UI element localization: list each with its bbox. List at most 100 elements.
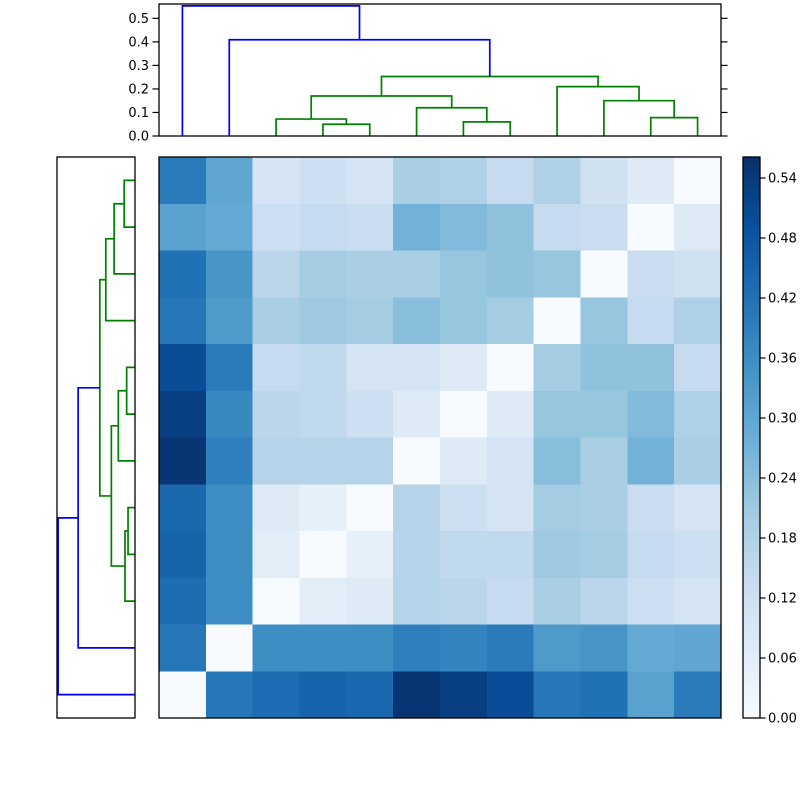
heatmap-cell — [393, 344, 441, 392]
heatmap-cell — [252, 157, 301, 205]
heatmap-cell — [674, 437, 722, 485]
heatmap-cell — [346, 203, 394, 252]
heatmap-cell — [299, 297, 347, 345]
heatmap-cell — [299, 390, 347, 439]
heatmap-cell — [580, 203, 628, 252]
row-dendrogram-link — [104, 237, 135, 322]
colorbar-tick-label: 0.36 — [768, 352, 797, 367]
dendrogram-axis-tick-label: 0.0 — [128, 130, 149, 145]
colorbar-tick-label: 0.48 — [768, 232, 797, 247]
heatmap-cell — [486, 577, 535, 626]
heatmap-cell — [627, 484, 675, 532]
column-dendrogram-link — [603, 99, 676, 136]
heatmap-cell — [299, 344, 347, 392]
heatmap-cell — [627, 344, 675, 392]
heatmap-cell — [393, 577, 441, 626]
heatmap-cell — [252, 297, 301, 345]
heatmap-cell — [299, 250, 347, 298]
column-dendrogram-link — [275, 118, 348, 136]
heatmap-cell — [440, 531, 488, 579]
heatmap-cell — [533, 203, 582, 252]
heatmap-cell — [627, 250, 675, 298]
colorbar-tick-label: 0.24 — [768, 472, 797, 487]
heatmap-cell — [440, 344, 488, 392]
row-dendrogram-link — [117, 389, 135, 462]
heatmap-cell — [346, 531, 394, 579]
heatmap-cell — [299, 203, 347, 252]
heatmap-cell — [205, 531, 254, 579]
heatmap-cell — [674, 203, 722, 252]
heatmap-cell — [627, 437, 675, 485]
column-dendrogram-link — [649, 116, 699, 136]
heatmap-cell — [393, 250, 441, 298]
colorbar-frame — [742, 156, 761, 719]
heatmap-cell — [205, 484, 254, 532]
heatmap-cell — [252, 484, 301, 532]
heatmap-cell — [393, 297, 441, 345]
heatmap-cell — [440, 390, 488, 439]
heatmap-cell — [627, 577, 675, 626]
heatmap-cell — [580, 297, 628, 345]
heatmap-cell — [393, 390, 441, 439]
heatmap-cell — [486, 157, 535, 205]
heatmap-frame — [158, 156, 722, 719]
heatmap-cell — [159, 297, 207, 345]
heatmap-cell — [674, 671, 722, 719]
heatmap-cell — [393, 531, 441, 579]
heatmap-cell — [533, 577, 582, 626]
heatmap-cell — [205, 577, 254, 626]
heatmap-cell — [252, 390, 301, 439]
dendrogram-axis-tick-label: 0.2 — [128, 82, 149, 97]
heatmap-cell — [440, 671, 488, 719]
heatmap-cell — [580, 250, 628, 298]
heatmap-cell — [299, 624, 347, 672]
heatmap-cell — [580, 390, 628, 439]
heatmap-cell — [393, 203, 441, 252]
heatmap-cell — [627, 203, 675, 252]
heatmap-cell — [533, 250, 582, 298]
heatmap-cell — [674, 624, 722, 672]
heatmap-cell — [674, 157, 722, 205]
heatmap-cell — [299, 671, 347, 719]
row-dendrogram-link — [123, 179, 135, 228]
heatmap-cell — [299, 577, 347, 626]
heatmap-cell — [393, 671, 441, 719]
heatmap-cell — [346, 577, 394, 626]
heatmap-cell — [346, 250, 394, 298]
heatmap-cell — [252, 671, 301, 719]
heatmap-cell — [159, 624, 207, 672]
heatmap-cell — [159, 671, 207, 719]
heatmap-cell — [486, 390, 535, 439]
heatmap-cell — [440, 577, 488, 626]
heatmap-cell — [159, 577, 207, 626]
heatmap-cell — [205, 671, 254, 719]
colorbar-tick-label: 0.06 — [768, 652, 797, 667]
heatmap-cell — [205, 297, 254, 345]
heatmap-cell — [205, 344, 254, 392]
heatmap-cell — [486, 203, 535, 252]
heatmap-cell — [486, 250, 535, 298]
heatmap-cell — [580, 624, 628, 672]
heatmap-cell — [580, 531, 628, 579]
heatmap-cell — [205, 437, 254, 485]
row-dendrogram-link — [57, 517, 135, 696]
heatmap-cell — [205, 203, 254, 252]
heatmap-cell — [533, 390, 582, 439]
colorbar-tick-label: 0.42 — [768, 292, 797, 307]
column-dendrogram-link — [380, 75, 599, 96]
heatmap-cell — [346, 671, 394, 719]
heatmap-cell — [299, 157, 347, 205]
heatmap-cell — [159, 390, 207, 439]
heatmap-cell — [440, 203, 488, 252]
heatmap-cell — [486, 484, 535, 532]
colorbar-tick-label: 0.12 — [768, 592, 797, 607]
heatmap-cell — [205, 390, 254, 439]
row-dendrogram-link — [124, 530, 135, 602]
heatmap-cell — [440, 624, 488, 672]
colorbar-tick-label: 0.18 — [768, 532, 797, 547]
column-dendrogram-link — [322, 123, 371, 136]
heatmap-cell — [440, 437, 488, 485]
heatmap-cell — [627, 297, 675, 345]
